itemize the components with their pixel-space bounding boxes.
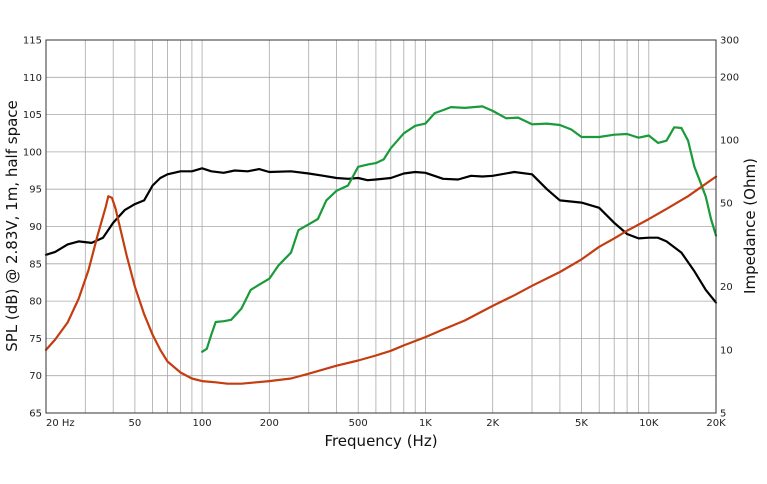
plot-frame bbox=[45, 39, 717, 414]
x-tick-label: 50 bbox=[129, 418, 142, 429]
y-tick-label: 70 bbox=[29, 371, 42, 382]
x-tick-label: 10K bbox=[639, 418, 659, 429]
series-line-1 bbox=[44, 167, 718, 304]
x-axis-title: Frequency (Hz) bbox=[324, 432, 437, 450]
y-tick-label: 115 bbox=[23, 36, 42, 47]
y-tick-label: 80 bbox=[29, 297, 42, 308]
tick-labels: 20 Hz 50 100 200 500 1K 2K 5K 10K 20K 65 70 75 80 85 90… bbox=[23, 36, 739, 430]
x-tick-label: 20K bbox=[706, 418, 726, 429]
x-tick-label: 5K bbox=[575, 418, 588, 429]
x-tick-label: 200 bbox=[260, 418, 279, 429]
x-tick-label: 1K bbox=[419, 418, 432, 429]
series-layer bbox=[44, 105, 718, 385]
y2-tick-label: 200 bbox=[720, 72, 739, 83]
y-tick-label: 100 bbox=[23, 147, 42, 158]
y-tick-label: 65 bbox=[29, 409, 42, 420]
y-tick-label: 105 bbox=[23, 110, 42, 121]
y2-tick-label: 50 bbox=[720, 199, 733, 210]
y-tick-label: 85 bbox=[29, 259, 42, 270]
x-tick-label: 100 bbox=[193, 418, 212, 429]
series-line-2 bbox=[201, 105, 718, 353]
y2-tick-label: 100 bbox=[720, 136, 739, 147]
y-axis-title: SPL (dB) @ 2.83V, 1m, half space bbox=[3, 100, 21, 352]
y2-tick-label: 20 bbox=[720, 282, 733, 293]
y2-tick-label: 5 bbox=[720, 409, 726, 420]
y-tick-label: 90 bbox=[29, 222, 42, 233]
y-tick-label: 110 bbox=[23, 73, 42, 84]
series-line-3 bbox=[44, 175, 718, 385]
x-tick-label: 500 bbox=[349, 418, 368, 429]
y-tick-label: 75 bbox=[29, 334, 42, 345]
x-tick-label: 20 Hz bbox=[46, 418, 75, 429]
y2-tick-label: 300 bbox=[720, 36, 739, 47]
y2-axis-title: Impedance (Ohm) bbox=[741, 158, 759, 294]
y2-tick-label: 10 bbox=[720, 345, 733, 356]
y-tick-label: 95 bbox=[29, 185, 42, 196]
x-tick-label: 2K bbox=[486, 418, 499, 429]
